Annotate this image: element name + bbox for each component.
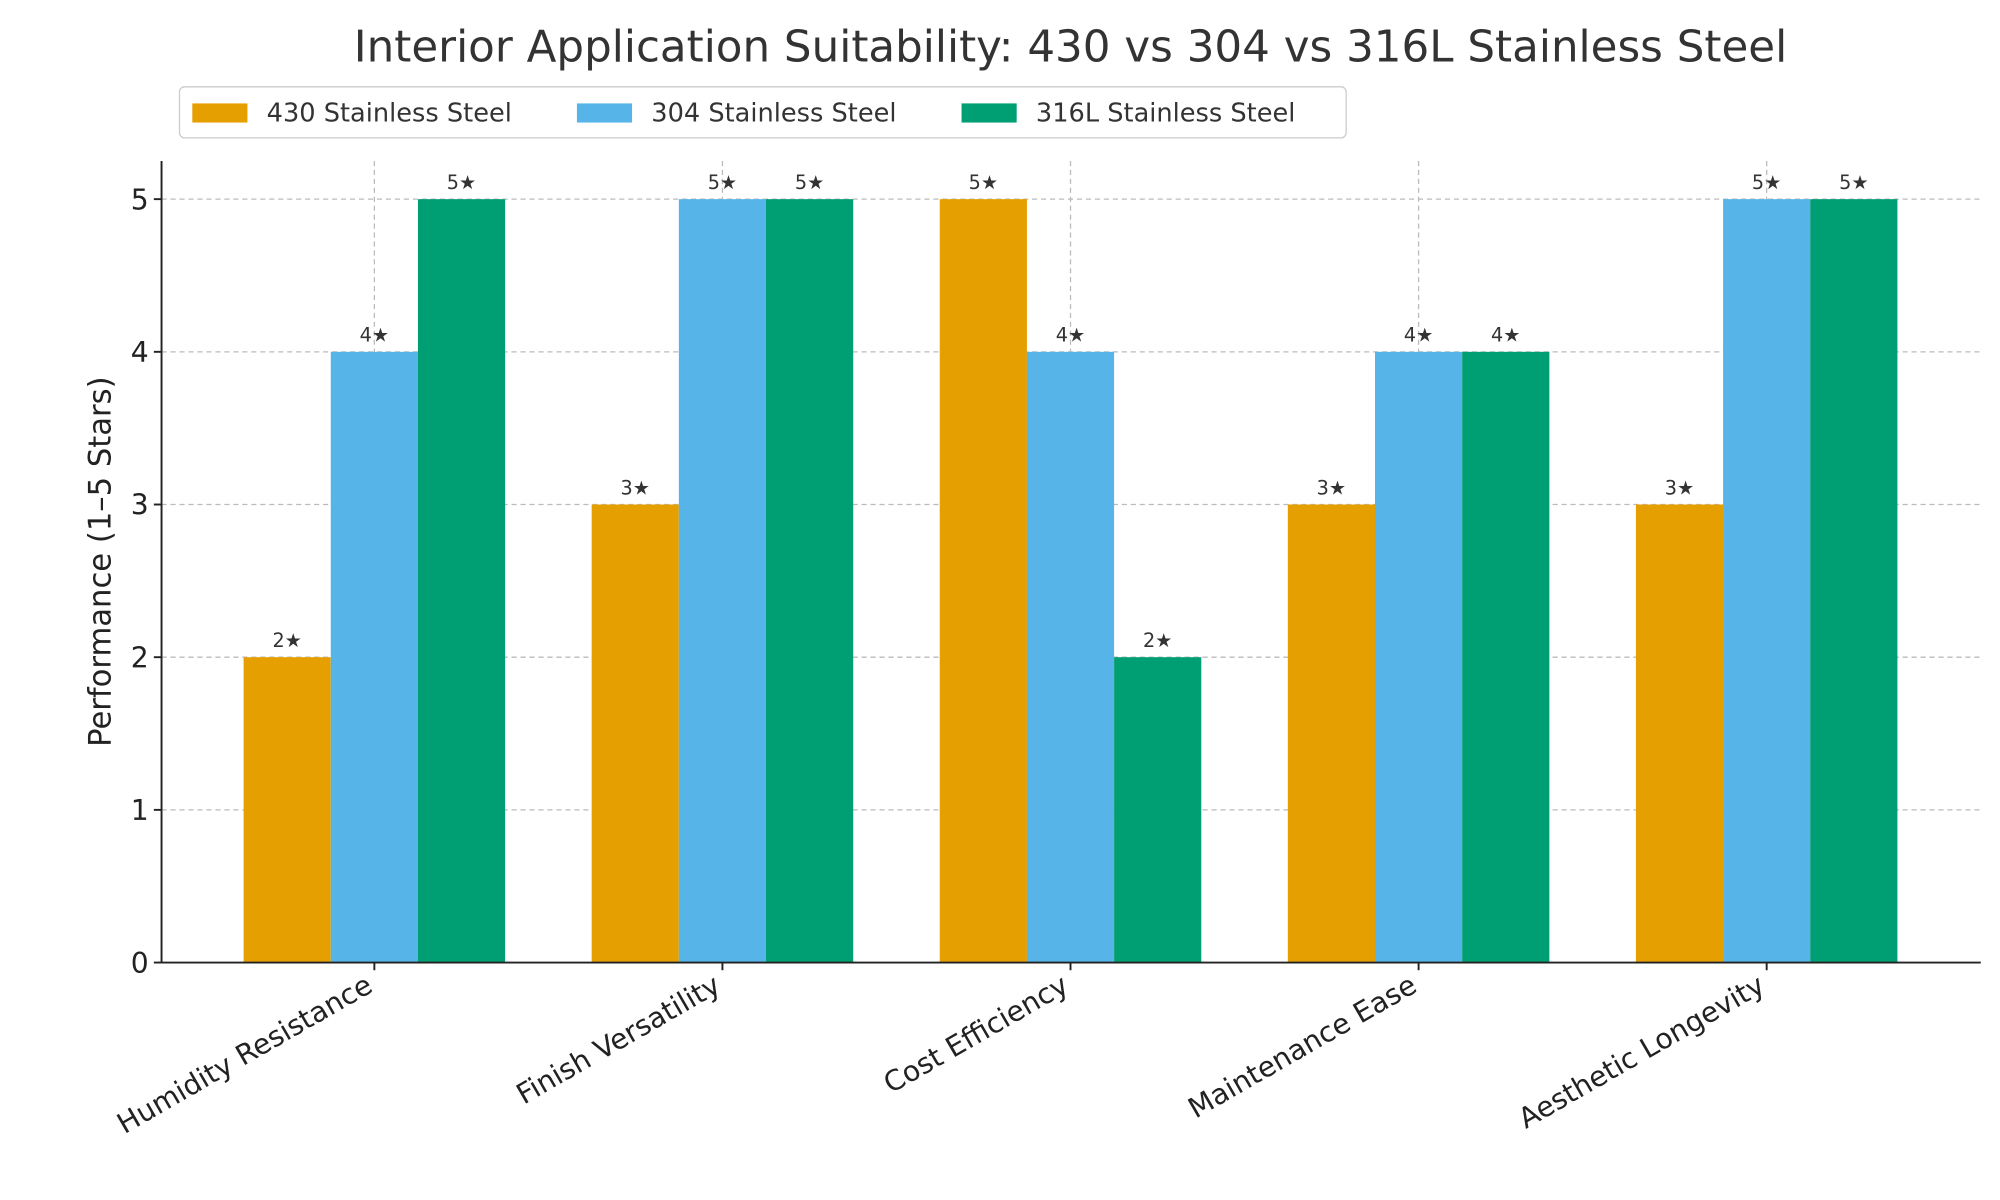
bar-0-3 [1287,504,1375,963]
data-label: 4★ [360,324,389,347]
legend: 430 Stainless Steel 304 Stainless Steel 31… [178,86,1347,139]
y-tick-label: 5 [131,183,149,216]
bar-1-0 [330,351,418,963]
data-label: 4★ [1491,324,1520,347]
bar-2-1 [766,199,854,963]
data-label: 5★ [795,171,824,194]
data-label: 5★ [708,171,737,194]
bar-2-4 [1810,199,1898,963]
legend-label: 316L Stainless Steel [1036,98,1295,128]
data-label: 3★ [621,476,650,499]
bar-0-1 [591,504,679,963]
bar-2-2 [1114,657,1202,963]
data-label: 3★ [1317,476,1346,499]
x-tick-label: Finish Versatility [511,968,726,1111]
data-label: 5★ [969,171,998,194]
bar-1-1 [678,199,767,963]
data-label: 2★ [272,629,301,652]
y-tick-label: 4 [131,336,149,369]
legend-label: 430 Stainless Steel [267,98,512,128]
y-tick-label: 3 [131,489,149,522]
bars [243,199,1898,963]
y-tick-label: 0 [131,947,149,980]
data-label: 4★ [1056,324,1085,347]
data-label: 3★ [1665,476,1694,499]
y-axis-label: Performance (1–5 Stars) [83,376,118,746]
y-tick-label: 1 [131,794,149,827]
bar-0-2 [939,199,1027,963]
legend-label: 304 Stainless Steel [651,98,896,128]
legend-swatch [961,103,1017,123]
chart-title: Interior Application Suitability: 430 vs… [354,22,1787,72]
x-tick-label: Maintenance Ease [1182,968,1422,1125]
legend-box [178,86,1347,139]
x-tick-label: Aesthetic Longevity [1513,968,1770,1135]
data-label: 5★ [1839,171,1868,194]
x-tick-label: Cost Efficiency [878,968,1074,1100]
bar-0-0 [243,657,331,963]
bar-2-3 [1462,351,1550,963]
y-tick-label: 2 [131,641,149,674]
data-label: 2★ [1143,629,1172,652]
bar-1-2 [1026,351,1115,963]
data-labels: 2★ 3★ 5★ 3★ 3★ 4★ 5★ 4★ 4★ 5★ 5★ 5★ 2★ 4★ 5★ [272,171,1868,652]
bar-2-0 [417,199,506,963]
data-label: 4★ [1404,324,1433,347]
x-tick-label: Humidity Resistance [111,968,378,1140]
data-label: 5★ [1752,171,1781,194]
legend-swatch [192,103,248,123]
bar-1-3 [1375,351,1463,963]
legend-swatch [576,103,633,123]
data-label: 5★ [447,171,476,194]
bar-0-4 [1635,504,1724,963]
bar-1-4 [1723,199,1811,963]
